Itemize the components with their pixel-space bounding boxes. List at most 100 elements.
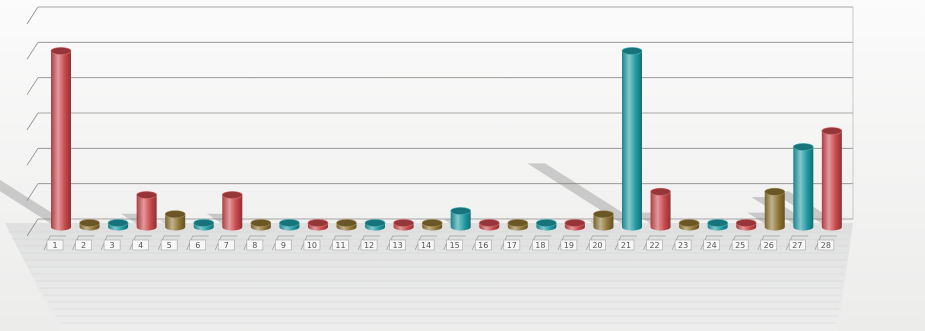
tick-text: 10: [307, 241, 317, 250]
tick-label-5: 5: [157, 235, 181, 251]
tick-label-8: 8: [243, 235, 266, 251]
bar-top: [79, 219, 100, 227]
bar-top: [478, 219, 500, 227]
bar-top: [650, 187, 671, 196]
tick-text: 22: [649, 241, 659, 250]
bar-26: [764, 187, 786, 231]
tick-text: 1: [52, 241, 57, 250]
bar-28: [821, 127, 843, 231]
tick-text: 21: [621, 241, 631, 250]
bar-body: [222, 195, 243, 231]
gridline-side: [26, 42, 39, 60]
chart-gridlines: [26, 6, 854, 237]
tick-label-11: 11: [329, 235, 352, 251]
tick-text: 7: [224, 241, 229, 250]
tick-text: 13: [393, 241, 403, 250]
bar-13: [393, 219, 414, 231]
bar-top: [735, 219, 757, 227]
bar-body: [650, 191, 671, 231]
bar-2: [79, 219, 100, 231]
bar-top: [707, 219, 728, 227]
bar-8: [250, 219, 272, 231]
tick-label-26: 26: [757, 235, 780, 251]
tick-label-23: 23: [671, 235, 695, 251]
tick-label-21: 21: [614, 235, 637, 251]
gridline-side: [26, 218, 39, 237]
bar-top: [450, 207, 472, 215]
bar-27: [792, 143, 814, 231]
tick-text: 15: [450, 241, 460, 250]
bar-body: [793, 147, 814, 231]
tick-text: 17: [507, 241, 517, 250]
tick-text: 5: [167, 241, 172, 250]
bar-24: [707, 219, 728, 231]
bar-top: [621, 47, 643, 55]
bar-body: [51, 51, 71, 231]
tick-label-27: 27: [785, 235, 809, 251]
tick-label-4: 4: [129, 235, 152, 251]
tick-text: 4: [138, 241, 143, 250]
gridline-side: [26, 77, 39, 95]
bar-top: [164, 210, 186, 219]
tick-label-24: 24: [700, 235, 723, 251]
bar-7: [222, 191, 243, 231]
bar-top: [279, 219, 300, 227]
bar-shadow: [527, 163, 642, 225]
bar-top: [393, 219, 414, 227]
bar-top: [507, 219, 529, 227]
bar-10: [307, 219, 329, 231]
bar-body: [764, 191, 785, 231]
bar-body: [821, 131, 842, 231]
bar-20: [593, 210, 614, 231]
tick-text: 6: [195, 241, 200, 250]
bar-top: [564, 219, 586, 227]
tick-text: 12: [364, 241, 374, 250]
bar-top: [50, 47, 72, 55]
bar-body: [450, 211, 471, 231]
bar-top: [250, 219, 272, 227]
bar-22: [650, 187, 671, 231]
tick-label-18: 18: [529, 235, 552, 251]
tick-label-7: 7: [214, 235, 238, 251]
gridline-side: [26, 183, 39, 201]
tick-label-25: 25: [728, 235, 752, 251]
tick-text: 8: [252, 241, 257, 250]
gridline-side: [26, 112, 39, 131]
tick-label-14: 14: [414, 235, 438, 251]
tick-text: 9: [281, 241, 286, 250]
bar-4: [136, 191, 157, 231]
tick-text: 16: [478, 241, 488, 250]
tick-text: 25: [735, 241, 745, 250]
tick-label-10: 10: [300, 235, 323, 251]
tick-text: 19: [564, 241, 574, 250]
bar-6: [193, 219, 215, 231]
bar-14: [421, 219, 443, 231]
bar-top: [136, 191, 157, 199]
tick-label-1: 1: [43, 235, 66, 251]
bar-23: [678, 219, 700, 231]
bar-17: [507, 219, 529, 231]
tick-label-19: 19: [557, 235, 580, 251]
bar-11: [336, 219, 357, 231]
tick-label-20: 20: [586, 235, 609, 251]
bar-5: [164, 210, 186, 231]
tick-text: 27: [792, 241, 802, 250]
bar-top: [764, 187, 786, 196]
tick-text: 20: [592, 241, 602, 250]
tick-label-6: 6: [186, 235, 209, 251]
tick-label-9: 9: [272, 235, 295, 251]
tick-label-2: 2: [72, 235, 95, 251]
tick-text: 2: [81, 241, 86, 250]
bar-body: [136, 195, 157, 231]
bar-3: [107, 219, 129, 231]
bar-top: [678, 219, 700, 227]
tick-text: 26: [764, 241, 774, 250]
bar-top: [821, 127, 843, 135]
tick-label-13: 13: [386, 235, 409, 251]
bar-15: [450, 207, 472, 231]
chart-bars: [50, 47, 843, 231]
bar-top: [336, 219, 357, 227]
tick-label-12: 12: [357, 235, 381, 251]
bar-16: [478, 219, 500, 231]
